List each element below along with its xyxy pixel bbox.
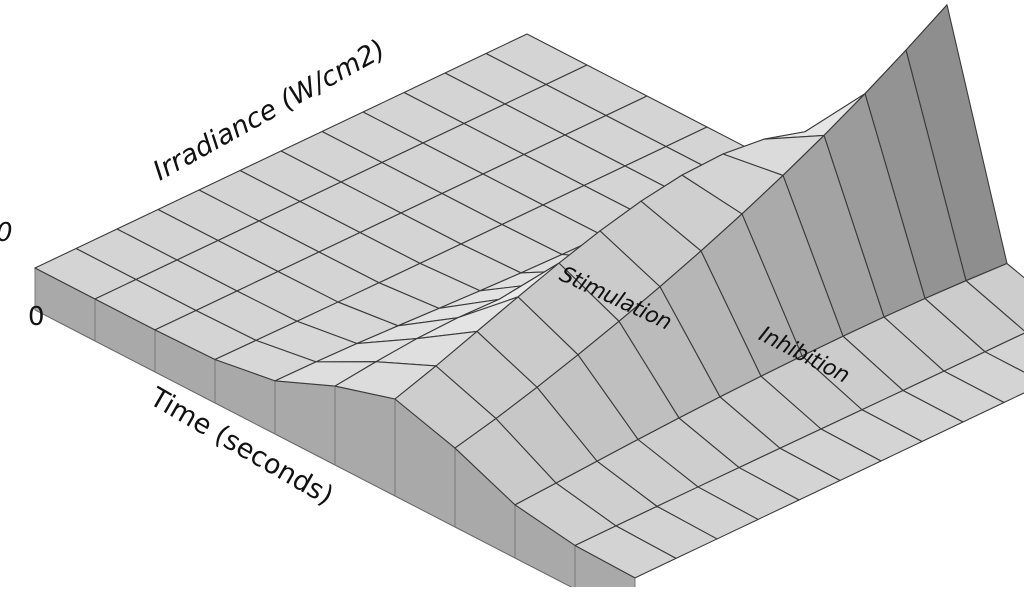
- surface-cell: [984, 332, 1024, 373]
- surface-cell: [574, 525, 677, 579]
- time-origin-label: 0: [28, 302, 45, 332]
- irradiance-origin-label: 0: [0, 218, 13, 248]
